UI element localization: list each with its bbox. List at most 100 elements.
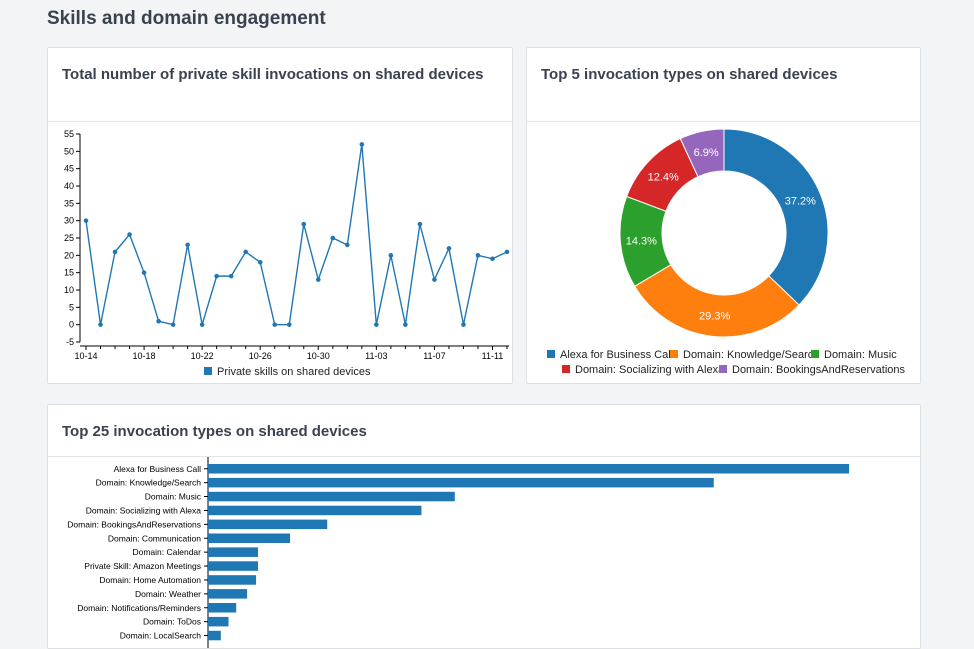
y-tick-label: 45 [64, 164, 74, 174]
line-chart: -5 0 5 10 15 20 25 30 35 40 45 50 55 10-14 10-18 10-22 1… [64, 129, 510, 378]
bar-label: Domain: LocalSearch [120, 631, 202, 641]
bar-label: Domain: ToDos [143, 617, 201, 627]
data-point [388, 253, 394, 258]
bar [208, 505, 422, 516]
legend-label: Alexa for Business Call [560, 349, 673, 361]
data-point [83, 218, 89, 223]
data-point [286, 322, 292, 327]
y-tick-label: 5 [69, 302, 74, 312]
bar-chart-title: Top 25 invocation types on shared device… [48, 405, 920, 457]
bar [208, 616, 229, 627]
data-point [403, 322, 408, 327]
slice-label: 14.3% [626, 235, 657, 247]
bar [208, 477, 714, 488]
data-point [490, 256, 495, 262]
y-tick-label: 0 [69, 320, 74, 330]
bar [208, 603, 237, 613]
bar-label: Domain: Notifications/Reminders [77, 603, 201, 613]
legend-swatch [562, 365, 570, 373]
legend-swatch [811, 350, 819, 358]
series-line [85, 144, 508, 326]
legend-label: Private skills on shared devices [217, 366, 371, 378]
data-point [315, 277, 321, 282]
legend-swatch [719, 365, 727, 373]
data-point [156, 318, 161, 324]
donut-chart-card: Top 5 invocation types on shared devices… [526, 47, 921, 384]
donut-slice [723, 128, 829, 306]
legend-label: Domain: BookingsAndReservations [732, 364, 906, 376]
data-point [214, 273, 219, 279]
data-point [374, 322, 379, 327]
x-tick-label: 10-26 [249, 351, 272, 361]
bar [208, 464, 849, 474]
x-tick-label: 10-30 [307, 351, 330, 361]
bar-label: Domain: Knowledge/Search [96, 478, 202, 488]
bar-label: Alexa for Business Call [114, 464, 202, 474]
y-tick-label: 15 [64, 268, 74, 278]
data-point [475, 253, 481, 258]
legend-swatch [547, 350, 555, 358]
y-tick-label: 55 [64, 129, 74, 139]
bar [208, 491, 455, 502]
bar-label: Domain: Weather [135, 589, 201, 599]
legend-label: Domain: Socializing with Alexa [575, 364, 725, 376]
y-tick-label: 25 [64, 233, 74, 243]
data-point [243, 249, 248, 255]
bar-label: Domain: Home Automation [99, 575, 201, 585]
bar [208, 589, 248, 599]
data-point [504, 249, 510, 255]
bar-chart-card: Top 25 invocation types on shared device… [47, 404, 921, 649]
slice-label: 12.4% [648, 172, 679, 184]
data-point [345, 242, 350, 248]
data-point [185, 242, 190, 248]
data-point [359, 142, 365, 147]
donut-slice [634, 264, 800, 338]
donut-slice [679, 128, 725, 178]
slice-label: 29.3% [699, 310, 730, 322]
y-tick-label: 30 [64, 216, 74, 226]
data-point [461, 322, 466, 327]
bar [208, 547, 258, 557]
bar [208, 519, 328, 530]
data-point [127, 232, 132, 237]
data-point [112, 249, 118, 255]
slice-label: 6.9% [694, 147, 719, 159]
bar [208, 575, 257, 585]
slice-label: 37.2% [785, 195, 816, 207]
bar-label: Domain: Socializing with Alexa [86, 505, 202, 515]
bar-chart: Alexa for Business Call Domain: Knowledge… [67, 457, 849, 648]
legend-swatch [670, 350, 678, 358]
data-point [228, 273, 234, 279]
line-chart-title: Total number of private skill invocation… [48, 48, 512, 122]
legend-swatch [204, 367, 212, 375]
bar-label: Private Skill: Amazon Meetings [84, 561, 201, 571]
y-tick-label: 35 [64, 198, 74, 208]
data-point [417, 221, 423, 227]
x-tick-label: 10-22 [191, 351, 214, 361]
y-tick-label: 50 [64, 146, 74, 156]
bar [208, 533, 291, 543]
x-tick-label: 10-14 [74, 351, 97, 361]
legend-label: Domain: Music [824, 349, 897, 361]
bar-label: Domain: Music [145, 492, 202, 502]
data-point [330, 235, 336, 241]
data-point [446, 246, 452, 251]
data-point [199, 322, 205, 327]
y-tick-label: -5 [66, 337, 74, 347]
y-tick-label: 10 [64, 285, 74, 295]
donut-chart-title: Top 5 invocation types on shared devices [527, 48, 920, 122]
x-tick-label: 10-18 [133, 351, 156, 361]
legend-label: Domain: Knowledge/Search [683, 349, 819, 361]
data-point [257, 259, 263, 265]
data-point [301, 221, 307, 227]
x-tick-label: 11-07 [423, 351, 445, 361]
bar-label: Domain: BookingsAndReservations [67, 519, 201, 529]
y-tick-label: 20 [64, 250, 74, 260]
data-point [170, 322, 176, 327]
bar-label: Domain: Calendar [132, 547, 201, 557]
bar [208, 630, 221, 641]
data-point [98, 322, 103, 327]
x-tick-label: 11-03 [365, 351, 387, 361]
data-point [272, 322, 278, 327]
